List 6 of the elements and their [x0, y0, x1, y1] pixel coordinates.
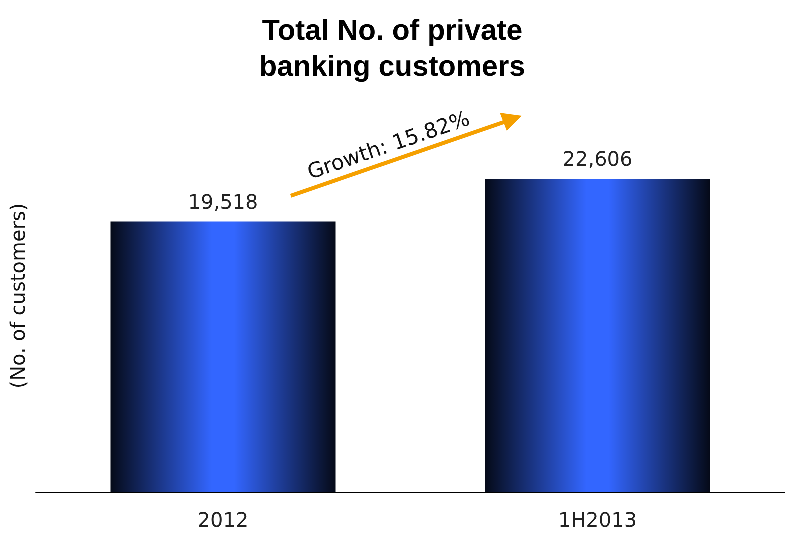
x-tick-label: 2012	[198, 508, 249, 532]
x-tick-label: 1H2013	[558, 508, 638, 532]
data-label: 22,606	[562, 147, 633, 171]
chart-title: Total No. of private banking customers	[260, 15, 526, 83]
y-axis-title: (No. of customers)	[6, 203, 30, 389]
data-label: 19,518	[188, 190, 258, 214]
